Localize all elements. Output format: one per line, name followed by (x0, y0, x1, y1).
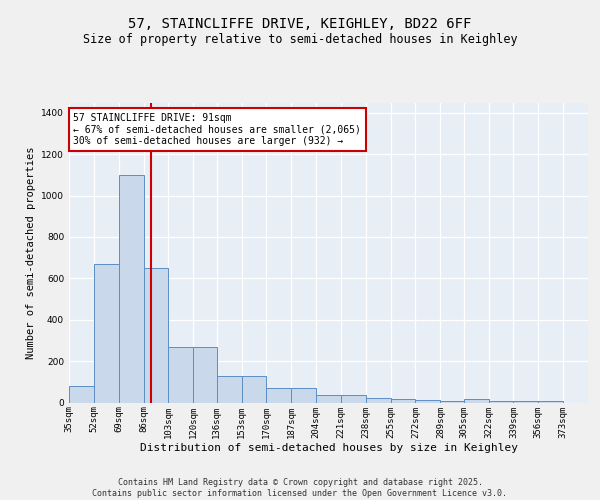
Bar (69, 386, 94, 402)
Bar (217, 376, 242, 402)
Bar (169, 346, 193, 403)
Bar (415, 400, 440, 402)
Bar (366, 398, 391, 402)
Bar (514, 401, 538, 402)
Text: 57, STAINCLIFFE DRIVE, KEIGHLEY, BD22 6FF: 57, STAINCLIFFE DRIVE, KEIGHLEY, BD22 6F… (128, 18, 472, 32)
X-axis label: Distribution of semi-detached houses by size in Keighley: Distribution of semi-detached houses by … (139, 443, 517, 453)
Bar (242, 376, 266, 402)
Bar (391, 400, 415, 402)
Bar (94, 264, 119, 402)
Bar (193, 346, 217, 403)
Bar (143, 268, 169, 402)
Text: Size of property relative to semi-detached houses in Keighley: Size of property relative to semi-detach… (83, 32, 517, 46)
Bar (464, 400, 488, 402)
Bar (488, 401, 514, 402)
Bar (119, 175, 143, 402)
Bar (341, 396, 366, 402)
Bar (440, 401, 464, 402)
Text: Contains HM Land Registry data © Crown copyright and database right 2025.
Contai: Contains HM Land Registry data © Crown c… (92, 478, 508, 498)
Bar (538, 401, 563, 402)
Y-axis label: Number of semi-detached properties: Number of semi-detached properties (26, 146, 35, 359)
Bar (266, 388, 291, 402)
Bar (316, 396, 341, 402)
Bar (291, 388, 316, 402)
Text: 57 STAINCLIFFE DRIVE: 91sqm
← 67% of semi-detached houses are smaller (2,065)
30: 57 STAINCLIFFE DRIVE: 91sqm ← 67% of sem… (73, 113, 361, 146)
